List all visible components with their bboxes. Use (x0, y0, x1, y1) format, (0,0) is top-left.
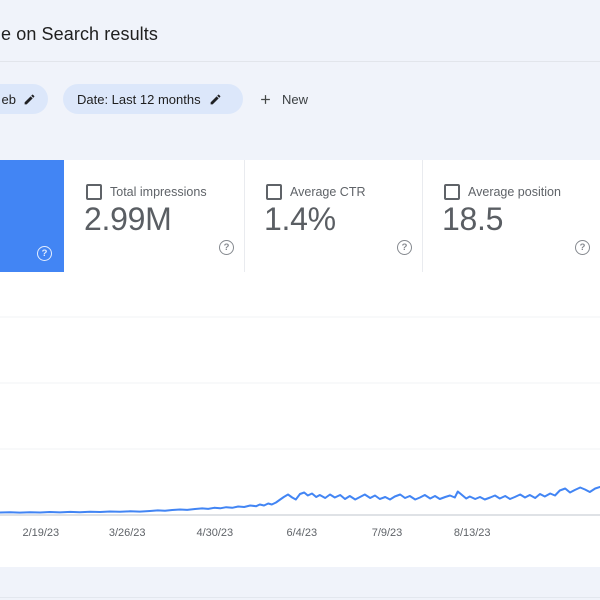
average-position-card[interactable]: Average position 18.5 (422, 160, 600, 272)
edit-pencil-icon (24, 94, 35, 104)
x-axis-tick-label: 2/19/23 (22, 527, 60, 539)
header-divider (0, 61, 600, 62)
card-divider (422, 160, 423, 272)
card-divider (244, 160, 245, 272)
position-checkbox[interactable] (444, 184, 460, 200)
position-value: 18.5 (442, 201, 504, 237)
position-label: Average position (468, 185, 561, 199)
edit-pencil-icon (210, 94, 220, 104)
ctr-checkbox[interactable] (266, 184, 282, 200)
impressions-label: Total impressions (110, 185, 207, 199)
new-filter-label: New (282, 91, 309, 107)
help-icon[interactable] (37, 246, 52, 261)
x-axis-tick-label: 4/30/23 (196, 527, 234, 539)
date-filter-chip[interactable]: Date: Last 12 months (63, 84, 243, 114)
impressions-value: 2.99M (84, 201, 172, 237)
ctr-label: Average CTR (290, 185, 366, 199)
impressions-checkbox[interactable] (86, 184, 102, 200)
help-icon[interactable] (219, 240, 234, 255)
x-axis-tick-label: 7/9/23 (371, 527, 403, 539)
bottom-divider (0, 597, 600, 598)
new-filter-button[interactable]: New (258, 84, 308, 114)
help-icon[interactable] (397, 240, 412, 255)
total-impressions-card[interactable]: Total impressions 2.99M (64, 160, 244, 272)
help-icon[interactable] (575, 240, 590, 255)
x-axis-tick-label: 8/13/23 (453, 527, 491, 539)
average-ctr-card[interactable]: Average CTR 1.4% (244, 160, 422, 272)
search-type-filter-chip[interactable]: eb (0, 84, 48, 114)
x-axis-tick-label: 6/4/23 (286, 527, 318, 539)
page-title: e on Search results (1, 24, 158, 44)
ctr-value: 1.4% (264, 201, 336, 237)
total-clicks-card[interactable] (0, 160, 64, 272)
plus-icon (261, 94, 270, 104)
date-chip-label: Date: Last 12 months (77, 91, 201, 107)
x-axis-tick-label: 3/26/23 (108, 527, 146, 539)
search-type-chip-label: eb (1, 91, 16, 107)
